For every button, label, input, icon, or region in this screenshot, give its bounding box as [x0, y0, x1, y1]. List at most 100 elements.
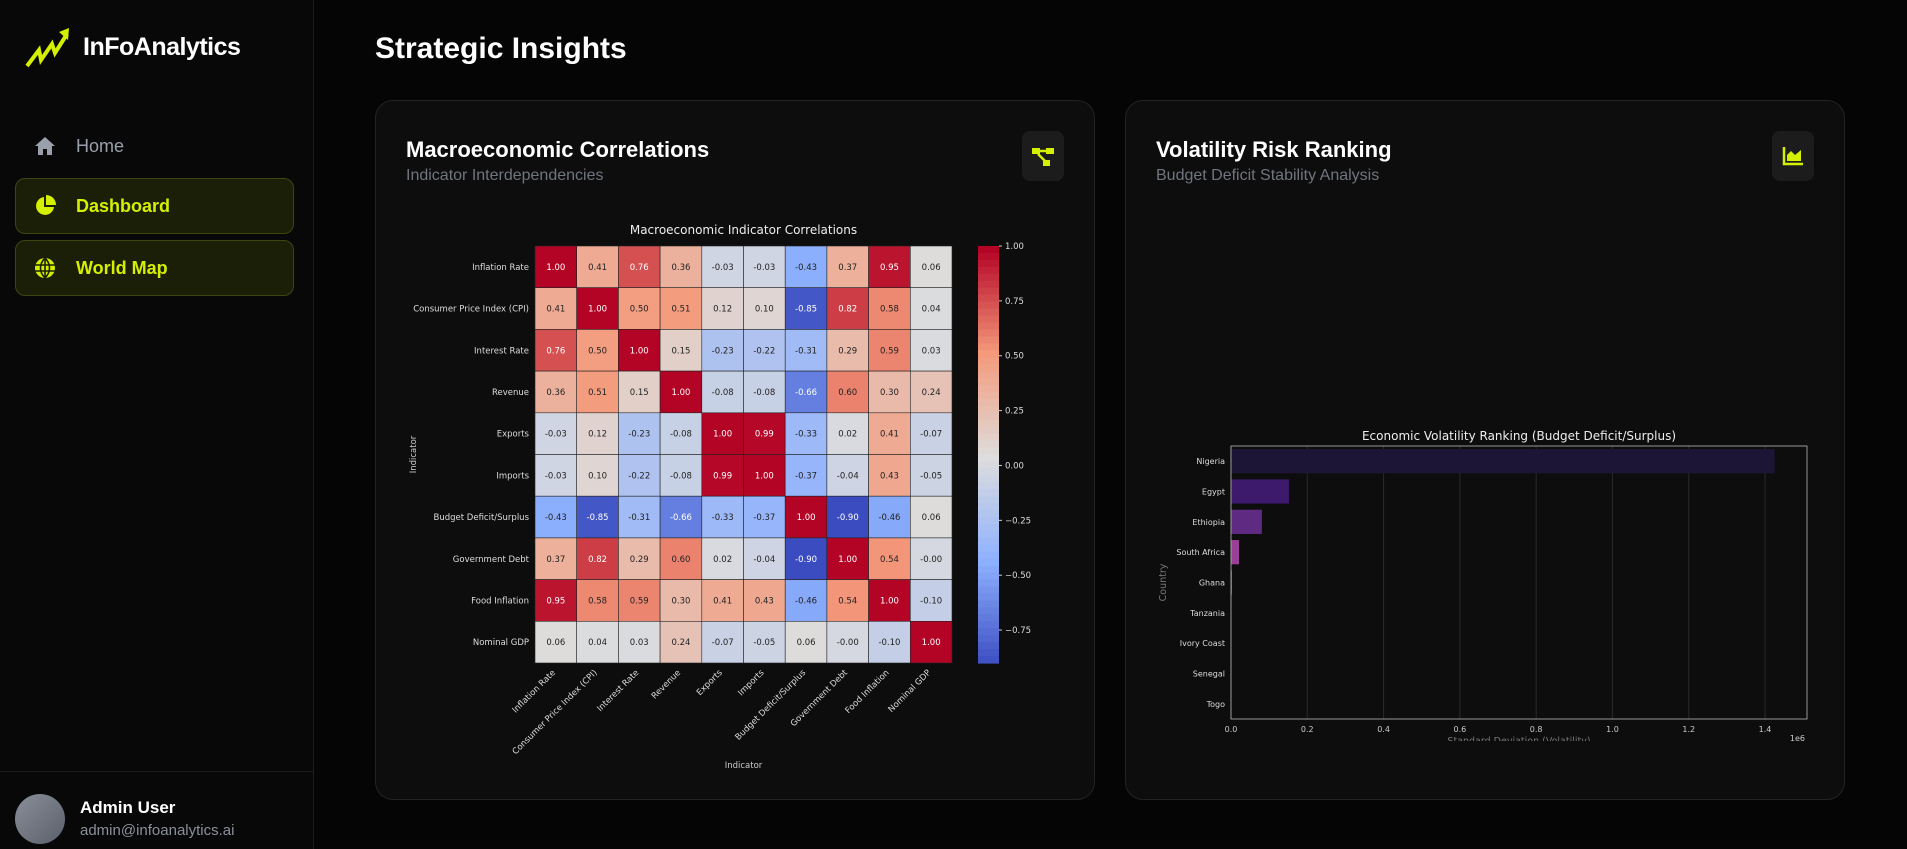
sidebar-item-label: Dashboard: [76, 195, 171, 216]
heatmap-cell: [659, 329, 703, 372]
colorbar-segment: [978, 544, 999, 553]
heatmap-cell-label: 0.04: [588, 638, 607, 648]
heatmap-cell: [909, 495, 953, 539]
colorbar-segment: [978, 398, 999, 407]
heatmap-cell: [743, 245, 786, 289]
heatmap-cell-label: 0.12: [713, 305, 732, 315]
x-tick-label: 1.4: [1759, 725, 1772, 734]
colorbar-segment: [978, 572, 999, 581]
colorbar-segment: [978, 315, 999, 324]
heatmap-cell-label: 0.06: [922, 263, 941, 273]
y-tick-label: Nominal GDP: [473, 638, 529, 648]
colorbar-tick-label: −0.75: [1005, 626, 1031, 636]
colorbar-segment: [978, 614, 999, 622]
y-tick-label: Revenue: [492, 388, 529, 398]
heatmap-cell-label: 0.43: [880, 471, 899, 481]
colorbar-segment: [978, 252, 999, 261]
heatmap-cell: [826, 287, 869, 330]
avatar: [15, 794, 65, 844]
heatmap-cell: [909, 245, 953, 289]
colorbar-tick-label: 1.00: [1005, 242, 1024, 252]
heatmap-cell-label: 0.15: [630, 388, 649, 398]
heatmap-cell-label: 0.51: [588, 388, 607, 398]
heatmap-cell-label: -0.08: [670, 471, 692, 481]
heatmap-cell-label: 0.29: [838, 346, 857, 356]
heatmap-cell-label: 0.51: [671, 305, 690, 315]
heatmap-cell-label: 0.37: [546, 555, 565, 565]
heatmap-cell: [701, 454, 744, 497]
logo[interactable]: InFoAnalytics: [25, 26, 241, 68]
heatmap-cell: [826, 329, 869, 372]
heatmap-cell-label: 0.95: [546, 596, 565, 606]
colorbar-segment: [978, 371, 999, 379]
x-tick-label: 0.6: [1454, 725, 1467, 734]
x-tick-label: 1.0: [1606, 725, 1619, 734]
card-icon-button[interactable]: [1022, 131, 1064, 181]
user-profile[interactable]: Admin User admin@infoanalytics.ai: [0, 771, 314, 849]
heatmap-cell-label: 0.15: [671, 346, 690, 356]
heatmap-cell-label: -0.43: [795, 263, 817, 273]
x-axis-label: Indicator: [725, 761, 763, 771]
y-tick-label: Egypt: [1202, 488, 1225, 497]
heatmap-cell-label: 0.76: [546, 346, 565, 356]
heatmap-cell: [909, 454, 953, 497]
heatmap-cell-label: 0.36: [671, 263, 690, 273]
heatmap-cell: [618, 412, 661, 455]
x-axis-label: Standard Deviation (Volatility): [1447, 736, 1590, 741]
x-tick-label: Budget Deficit/Surplus: [734, 668, 809, 743]
heatmap-cell-label: -0.66: [670, 513, 692, 523]
heatmap-cell: [618, 579, 661, 622]
volatility-card: Volatility Risk Ranking Budget Deficit S…: [1125, 100, 1845, 800]
heatmap-cell: [659, 620, 703, 664]
plot-frame: [1230, 445, 1808, 720]
sidebar-item-label: Home: [76, 135, 125, 156]
heatmap-title: Macroeconomic Indicator Correlations: [630, 223, 857, 237]
colorbar-segment: [978, 273, 999, 282]
heatmap-cell: [534, 287, 578, 330]
heatmap-cell: [868, 454, 911, 497]
colorbar-segment: [978, 607, 999, 615]
sidebar-item-dashboard[interactable]: Dashboard: [15, 178, 294, 234]
colorbar-segment: [978, 551, 999, 560]
colorbar-segment: [978, 517, 999, 525]
heatmap-cell-label: -0.03: [753, 263, 775, 273]
heatmap-cell: [659, 412, 703, 455]
colorbar-segment: [978, 635, 999, 643]
heatmap-cell: [701, 537, 744, 580]
x-tick-label: Imports: [736, 668, 767, 699]
x-tick-label: 1.2: [1682, 725, 1695, 734]
colorbar-tick-label: 0.50: [1005, 352, 1024, 362]
y-tick-label: Imports: [496, 471, 529, 481]
heatmap-cell-label: -0.66: [795, 388, 817, 398]
heatmap-cell: [909, 370, 953, 414]
heatmap-cell-label: 0.30: [671, 596, 690, 606]
heatmap-cell-label: -0.04: [753, 555, 775, 565]
heatmap-cell-label: -0.00: [920, 555, 942, 565]
x-tick-label: Inflation Rate: [511, 668, 558, 715]
card-title: Macroeconomic Correlations: [406, 137, 710, 162]
y-tick-label: Food Inflation: [471, 596, 529, 606]
sidebar-item-world-map[interactable]: World Map: [15, 240, 294, 296]
heatmap-cell-label: 1.00: [922, 638, 941, 648]
heatmap-cell-label: 0.03: [922, 346, 941, 356]
x-tick-label: Interest Rate: [595, 668, 641, 714]
hierarchy-icon: [1032, 148, 1054, 166]
card-subtitle: Indicator Interdependencies: [406, 167, 604, 184]
colorbar-segment: [978, 259, 999, 268]
heatmap-cell: [534, 370, 578, 414]
colorbar-tick-label: 0.25: [1005, 407, 1024, 417]
card-icon-button[interactable]: [1772, 131, 1814, 181]
colorbar-segment: [978, 579, 999, 588]
correlation-heatmap: Macroeconomic Indicator Correlations 1.00…: [409, 223, 1031, 771]
heatmap-cell: [743, 329, 786, 372]
sidebar-item-home[interactable]: Home: [15, 118, 294, 174]
heatmap-cell: [618, 287, 661, 330]
heatmap-cell-label: -0.07: [920, 430, 942, 440]
colorbar-segment: [978, 336, 999, 344]
heatmap-cell-label: 0.10: [755, 305, 774, 315]
x-tick-label: 0.0: [1225, 725, 1238, 734]
heatmap-cell: [784, 537, 828, 580]
heatmap-cell: [868, 537, 911, 580]
heatmap-cell: [618, 454, 661, 497]
heatmap-cell-label: 0.43: [755, 596, 774, 606]
